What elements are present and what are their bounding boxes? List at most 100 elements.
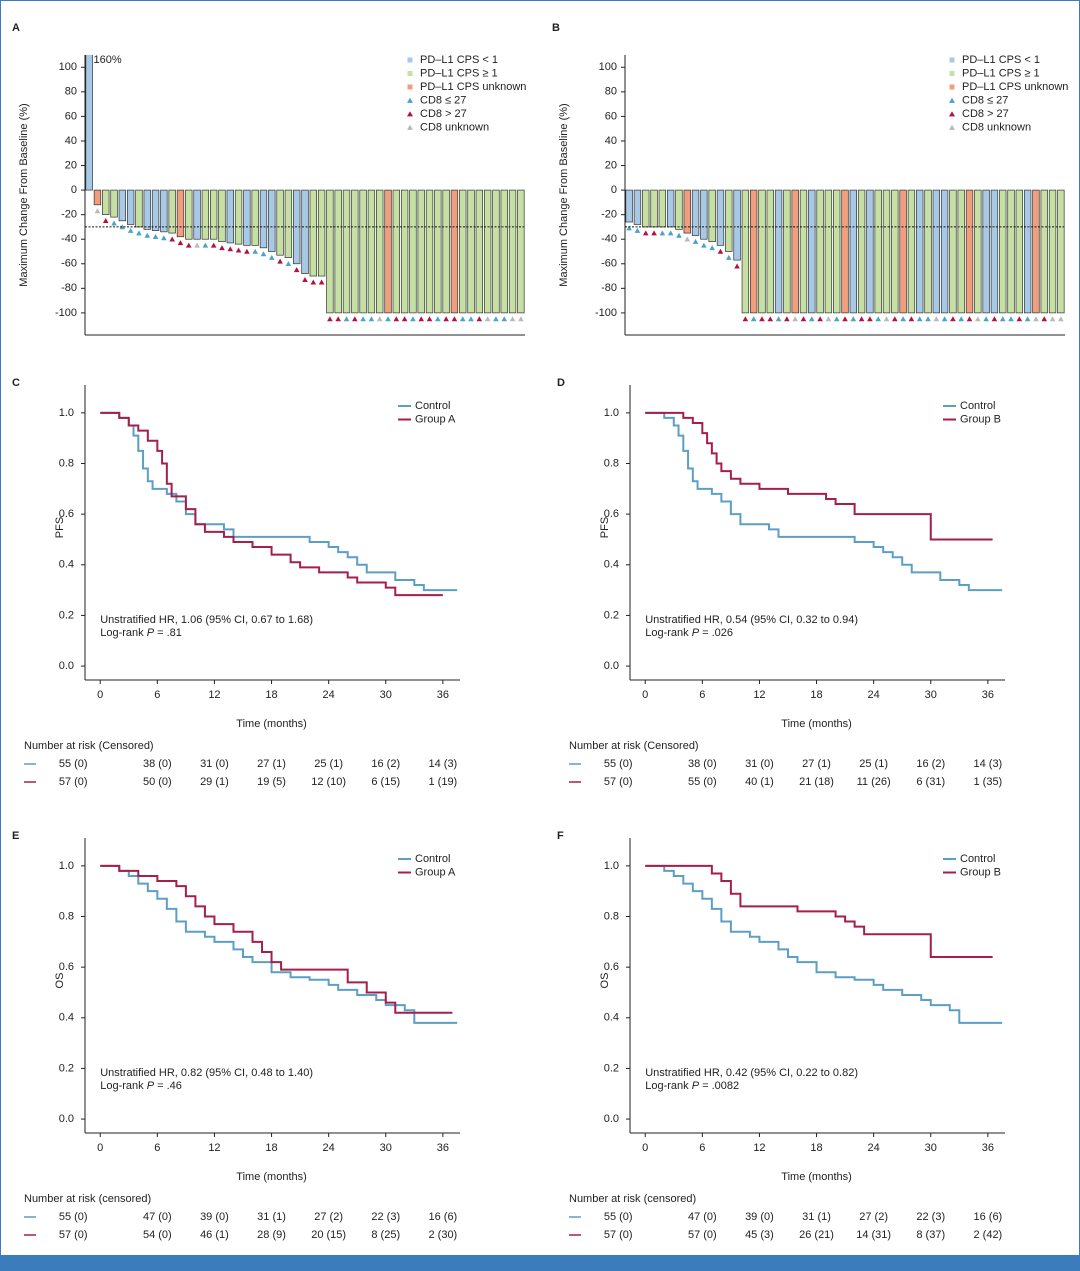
cd8-marker <box>244 248 250 254</box>
y-axis-label: OS <box>599 973 611 989</box>
risk-count: 29 (1) <box>200 776 229 788</box>
p-annotation: Log-rank P = .026 <box>645 627 733 639</box>
bar <box>367 189 376 314</box>
bar <box>93 189 102 206</box>
panel-label: C <box>12 377 20 389</box>
y-tick-label: 0.4 <box>59 1012 74 1024</box>
cd8-marker <box>119 224 126 230</box>
cd8-marker <box>1058 316 1064 322</box>
cd8-marker <box>285 261 292 267</box>
bar <box>824 189 833 314</box>
p-symbol: P <box>147 627 155 639</box>
cd8-marker <box>493 316 499 322</box>
risk-count: 28 (9) <box>257 1229 286 1241</box>
risk-count: 47 (0) <box>688 1211 717 1223</box>
bar <box>1007 189 1015 314</box>
value-label: 160% <box>93 54 121 66</box>
bar <box>799 189 808 314</box>
cd8-marker <box>634 227 641 233</box>
cd8-marker <box>825 316 832 322</box>
bar <box>932 189 940 314</box>
risk-count: 1 (19) <box>428 776 457 788</box>
y-tick-label: 0.4 <box>59 559 74 571</box>
cd8-marker <box>651 230 657 236</box>
legend-label: CD8 unknown <box>962 121 1031 133</box>
x-tick-label: 6 <box>699 1142 705 1154</box>
risk-count: 16 (2) <box>916 758 945 770</box>
bar <box>102 189 110 215</box>
cd8-marker <box>908 316 915 322</box>
x-axis-label: Time (months) <box>781 718 852 730</box>
bar <box>990 189 999 314</box>
risk-count: 14 (3) <box>428 758 457 770</box>
cd8-marker <box>667 230 674 236</box>
bar <box>417 189 425 314</box>
bar <box>342 189 351 314</box>
bar <box>483 189 492 314</box>
bar <box>750 189 758 314</box>
legend-swatch <box>407 57 413 63</box>
bar <box>210 189 218 240</box>
bar <box>467 189 475 314</box>
p-value: = .026 <box>699 627 733 639</box>
legend-swatch <box>949 84 955 90</box>
panel-label: D <box>557 377 565 389</box>
cd8-marker <box>335 316 342 322</box>
x-tick-label: 18 <box>265 689 277 701</box>
risk-count: 27 (2) <box>314 1211 343 1223</box>
legend-swatch <box>407 84 413 90</box>
cd8-marker <box>833 316 840 322</box>
legend-label: Group A <box>415 866 456 878</box>
legend-label: Group A <box>415 413 456 425</box>
risk-count: 16 (6) <box>428 1211 457 1223</box>
bar <box>841 189 849 314</box>
bars <box>85 55 525 314</box>
bar <box>226 189 234 244</box>
bar <box>849 189 857 314</box>
bar <box>110 189 118 218</box>
p-symbol: P <box>692 1080 700 1092</box>
cd8-marker <box>277 258 283 264</box>
bar <box>658 189 667 228</box>
cd8-marker <box>892 316 898 322</box>
x-tick-label: 6 <box>154 689 160 701</box>
cd8-marker <box>468 316 474 322</box>
bar <box>151 189 160 231</box>
bar <box>126 189 135 225</box>
legend-swatch <box>949 57 955 63</box>
bar <box>625 189 633 223</box>
bar <box>675 189 683 230</box>
bar <box>891 189 899 314</box>
bar <box>791 189 799 314</box>
cd8-marker <box>966 316 973 322</box>
bar <box>758 189 766 314</box>
y-tick-label: 20 <box>65 159 77 171</box>
bar <box>1048 189 1057 314</box>
risk-count: 55 (0) <box>59 1211 88 1223</box>
y-tick-label: 0.6 <box>59 961 74 973</box>
cd8-marker <box>626 225 632 231</box>
x-axis-label: Time (months) <box>781 1171 852 1183</box>
bar <box>708 189 716 243</box>
risk-count: 25 (1) <box>859 758 888 770</box>
cd8-marker <box>999 316 1006 322</box>
cd8-marker <box>443 316 449 322</box>
cd8-marker <box>94 208 101 214</box>
bar <box>400 189 409 314</box>
p-value: = .46 <box>154 1080 182 1092</box>
hr-annotation: Unstratified HR, 0.54 (95% CI, 0.32 to 0… <box>645 614 858 626</box>
bar <box>857 189 866 314</box>
risk-count: 46 (1) <box>200 1229 229 1241</box>
cd8-marker <box>800 316 807 322</box>
risk-count: 45 (3) <box>745 1229 774 1241</box>
cd8-marker <box>958 316 965 322</box>
cd8-marker <box>983 316 989 322</box>
hr-annotation: Unstratified HR, 1.06 (95% CI, 0.67 to 1… <box>100 614 313 626</box>
bar <box>974 189 982 314</box>
risk-count: 22 (3) <box>916 1211 945 1223</box>
cd8-marker <box>850 316 857 322</box>
survival-curve <box>100 411 458 592</box>
y-axis-label: PFS <box>599 517 611 538</box>
cd8-marker <box>701 242 707 248</box>
